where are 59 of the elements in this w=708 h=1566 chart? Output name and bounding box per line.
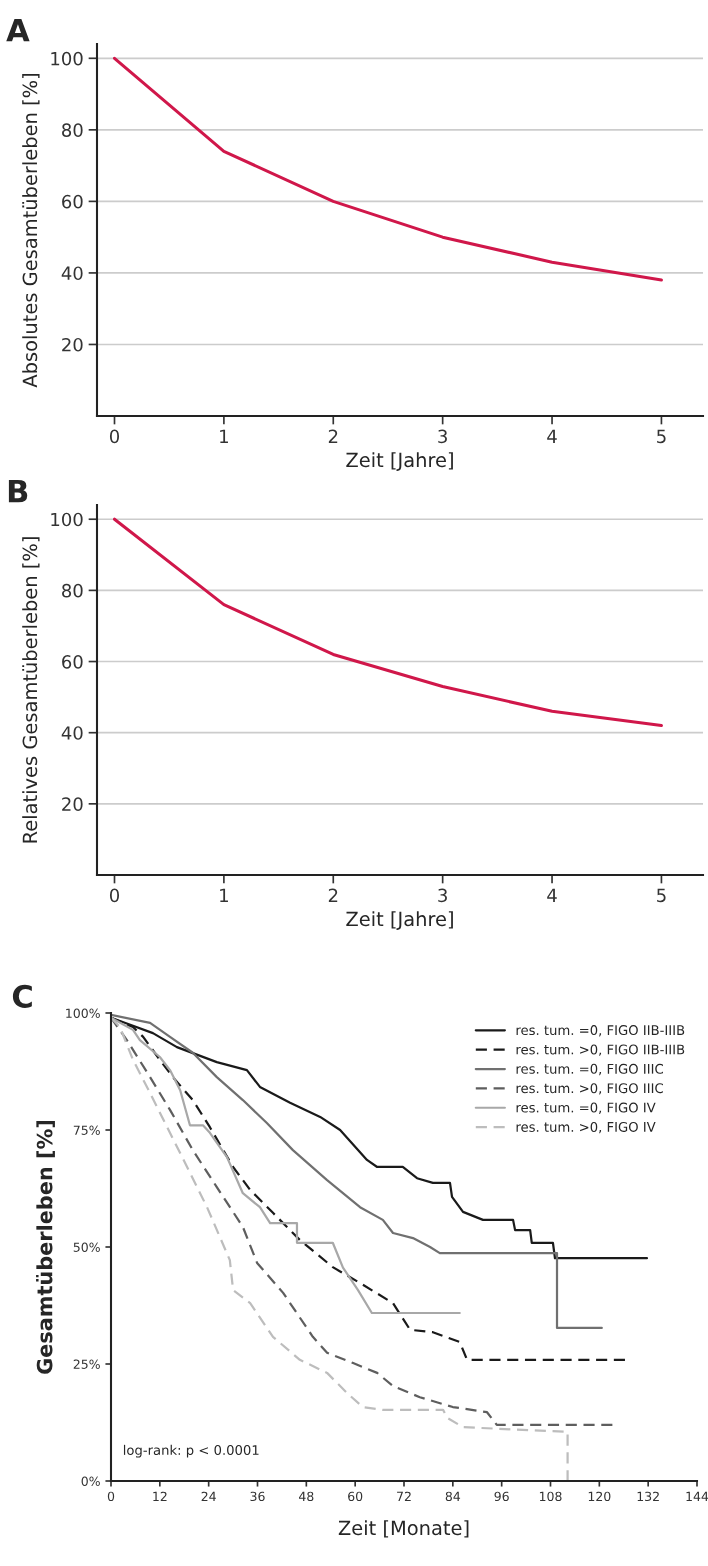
x-tick-label: 12 (153, 1491, 167, 1501)
y-tick-label: 20 (62, 337, 83, 352)
y-axis-title: Absolutes Gesamtüberleben [%] (22, 73, 40, 388)
chart-title: B (8, 479, 28, 503)
line-series (111, 1016, 461, 1315)
x-tick-label: 72 (397, 1491, 411, 1501)
x-tick-label: 0 (107, 1491, 115, 1502)
x-tick-label: 96 (494, 1491, 509, 1502)
y-tick-label: 40 (61, 726, 83, 740)
y-tick-label: 80 (62, 123, 83, 137)
y-tick-label: 100% (66, 1008, 100, 1018)
x-tick-label: 84 (445, 1491, 461, 1502)
x-tick-label: 4 (547, 888, 557, 902)
x-axis-title: Zeit [Jahre] (346, 911, 453, 930)
legend-label: res. tum. =0, FIGO IIB-IIIB (516, 1025, 685, 1037)
y-tick-label: 60 (62, 655, 83, 669)
y-tick-label: 50% (73, 1242, 100, 1252)
x-tick-label: 0 (109, 429, 120, 444)
x-tick-label: 36 (250, 1491, 265, 1502)
y-axis-title: Relatives Gesamtüberleben [%] (22, 537, 40, 843)
x-tick-label: 3 (438, 429, 447, 444)
y-tick-label: 80 (62, 583, 83, 598)
y-tick-label: 100 (51, 512, 83, 527)
x-tick-label: 3 (438, 888, 447, 903)
x-tick-label: 2 (328, 888, 338, 902)
legend-label: res. tum. >0, FIGO IIIC (516, 1083, 663, 1095)
y-tick-label: 0% (81, 1476, 100, 1486)
x-tick-label: 2 (328, 429, 338, 443)
chart-title: A (6, 18, 30, 42)
x-tick-label: 60 (348, 1491, 363, 1502)
x-tick-label: 144 (686, 1491, 708, 1501)
y-tick-label: 25% (73, 1359, 100, 1369)
legend-label: res. tum. >0, FIGO IIB-IIIB (516, 1044, 685, 1056)
x-tick-label: 48 (298, 1491, 314, 1502)
y-tick-label: 100 (51, 51, 83, 66)
x-tick-label: 1 (220, 429, 228, 443)
legend-label: res. tum. =0, FIGO IIIC (516, 1063, 663, 1076)
x-tick-label: 120 (588, 1491, 611, 1502)
x-tick-label: 1 (220, 888, 228, 902)
x-tick-label: 132 (637, 1491, 659, 1502)
line-series (112, 56, 663, 282)
x-axis-title: Zeit [Monate] (338, 1520, 469, 1538)
y-tick-label: 20 (62, 797, 83, 811)
x-tick-label: 24 (201, 1491, 216, 1501)
x-tick-label: 108 (539, 1491, 562, 1502)
y-tick-label: 60 (62, 194, 83, 209)
line-series (112, 517, 663, 728)
chart-title: C (12, 984, 32, 1008)
x-axis-title: Zeit [Jahre] (346, 452, 453, 471)
legend-label: res. tum. >0, FIGO IV (516, 1121, 656, 1134)
annotation: log-rank: p < 0.0001 (123, 1444, 259, 1458)
y-tick-label: 75% (73, 1125, 100, 1135)
x-tick-label: 5 (657, 888, 666, 903)
y-tick-label: 40 (61, 266, 83, 281)
legend-label: res. tum. =0, FIGO IV (516, 1102, 656, 1114)
x-tick-label: 5 (657, 429, 666, 444)
x-tick-label: 0 (109, 888, 120, 903)
x-tick-label: 4 (547, 429, 557, 443)
y-axis-title: Gesamtüberleben [%] (36, 1120, 55, 1374)
